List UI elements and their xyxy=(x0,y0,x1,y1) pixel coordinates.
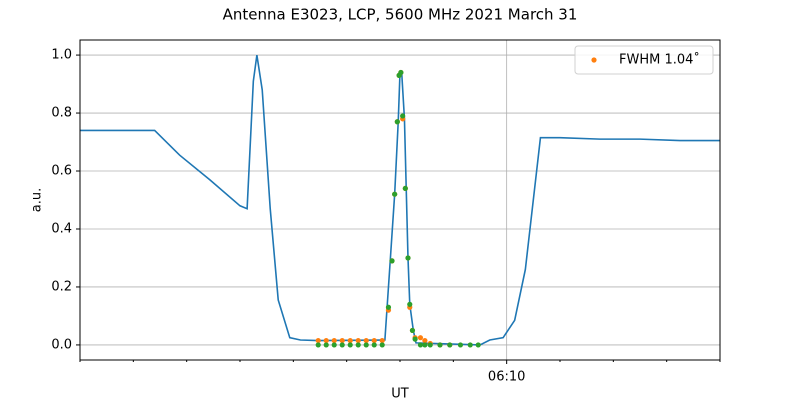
data-point xyxy=(407,301,413,307)
y-tick-label: 0.2 xyxy=(51,279,72,294)
data-point xyxy=(385,304,392,310)
data-point xyxy=(405,255,411,261)
data-point xyxy=(467,342,473,348)
data-point xyxy=(363,337,369,344)
y-axis-label: a.u. xyxy=(30,188,45,212)
legend-box xyxy=(574,45,714,75)
chart-title: Antenna E3023, LCP, 5600 MHz 2021 March … xyxy=(223,6,578,24)
data-point xyxy=(331,342,337,348)
y-tick-label: 0.0 xyxy=(51,337,72,352)
data-point xyxy=(437,342,443,348)
legend-marker xyxy=(591,57,597,63)
data-point xyxy=(363,342,369,348)
plot-frame xyxy=(79,39,721,361)
y-tick-label: 0.6 xyxy=(51,164,72,179)
data-point xyxy=(409,327,416,334)
data-point xyxy=(355,342,361,348)
data-point xyxy=(347,337,353,344)
data-point xyxy=(422,337,428,344)
data-point xyxy=(315,337,321,344)
data-point xyxy=(417,335,424,341)
data-point xyxy=(402,185,408,192)
data-point xyxy=(379,342,385,348)
data-point xyxy=(339,337,345,344)
data-point xyxy=(331,337,337,344)
data-point xyxy=(371,337,377,344)
data-point xyxy=(447,342,453,348)
data-point xyxy=(379,337,385,344)
data-point xyxy=(422,342,428,348)
data-point xyxy=(400,113,406,119)
data-point xyxy=(315,342,321,348)
x-tick-label: 06:10 xyxy=(488,370,525,385)
data-point xyxy=(389,258,395,264)
data-point xyxy=(347,342,353,348)
data-point xyxy=(323,342,329,348)
legend-label: FWHM 1.04˚ xyxy=(619,52,700,68)
x-axis-label: UT xyxy=(391,387,409,400)
data-line xyxy=(80,54,720,346)
data-point xyxy=(371,342,377,348)
data-point xyxy=(417,342,424,348)
data-point xyxy=(457,342,464,348)
data-point xyxy=(394,119,400,125)
data-point xyxy=(412,336,418,342)
data-point xyxy=(355,337,361,344)
y-tick-label: 1.0 xyxy=(51,48,72,63)
data-point xyxy=(475,342,481,348)
data-point xyxy=(398,69,404,76)
y-tick-label: 0.4 xyxy=(51,221,72,236)
y-tick-label: 0.8 xyxy=(51,106,72,121)
data-point xyxy=(323,337,329,344)
data-point xyxy=(427,342,433,348)
data-point xyxy=(392,191,398,197)
data-point xyxy=(339,342,345,348)
